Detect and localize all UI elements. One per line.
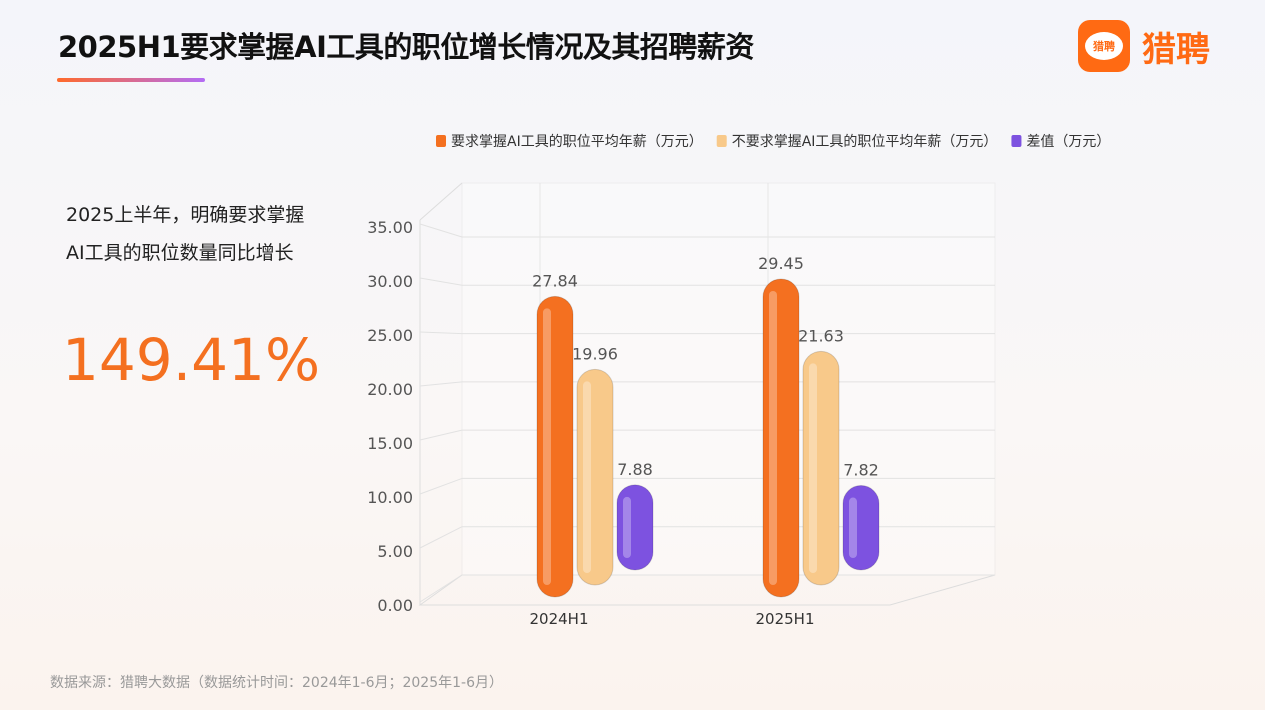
chart-floor [418, 574, 996, 606]
highlight-value: 149.41% [62, 326, 321, 394]
liepin-logo: 猎聘 猎聘 [1078, 20, 1210, 72]
data-label: 7.82 [843, 461, 879, 480]
x-tick-label: 2025H1 [756, 610, 815, 628]
logo-icon-text: 猎聘 [1085, 32, 1123, 60]
legend-swatch [1011, 135, 1022, 147]
y-tick-label: 25.00 [367, 326, 413, 345]
gridline-side [419, 526, 463, 549]
y-tick-label: 10.00 [367, 488, 413, 507]
bar-highlight [543, 308, 551, 585]
bar-highlight [809, 363, 817, 573]
gridline-side [419, 429, 463, 441]
data-label: 27.84 [532, 271, 578, 290]
data-label: 21.63 [798, 326, 844, 345]
y-tick-label: 0.00 [377, 596, 413, 615]
highlight-description: 2025上半年，明确要求掌握AI工具的职位数量同比增长 [66, 204, 305, 264]
y-tick-label: 5.00 [377, 542, 413, 561]
legend-label: 不要求掌握AI工具的职位平均年薪（万元） [732, 134, 998, 150]
logo-bubble-icon: 猎聘 [1078, 20, 1130, 72]
y-tick-label: 35.00 [367, 218, 413, 237]
data-label: 7.88 [617, 460, 653, 479]
bar-2024H1-2 [616, 484, 654, 571]
gridline-side [419, 331, 463, 335]
gridline-side [419, 277, 463, 286]
bar-highlight [623, 496, 631, 558]
bar-highlight [849, 497, 857, 558]
bar-2025H1-2 [842, 485, 880, 571]
data-label: 19.96 [572, 344, 618, 363]
legend-label: 差值（万元） [1026, 134, 1110, 150]
bar-2025H1-1 [802, 350, 840, 586]
bar-2025H1-0 [762, 278, 800, 598]
gridline-side [419, 477, 463, 495]
bar-2024H1-1 [576, 368, 614, 586]
chart-left-wall-top [419, 182, 463, 221]
y-tick-label: 15.00 [367, 434, 413, 453]
x-tick-label: 2024H1 [530, 610, 589, 628]
data-source: 数据来源：猎聘大数据（数据统计时间：2024年1-6月；2025年1-6月） [50, 675, 503, 691]
gridline-side [419, 574, 463, 603]
gridline-side [419, 223, 463, 238]
page-title: 2025H1要求掌握AI工具的职位增长情况及其招聘薪资 [58, 30, 754, 64]
legend-swatch [716, 135, 727, 147]
data-label: 29.45 [758, 254, 804, 273]
bar-highlight [583, 381, 591, 573]
legend-label: 要求掌握AI工具的职位平均年薪（万元） [451, 134, 703, 150]
bar-2024H1-0 [536, 295, 574, 598]
y-tick-label: 30.00 [367, 272, 413, 291]
legend-swatch [436, 135, 446, 147]
logo-text: 猎聘 [1142, 29, 1210, 70]
y-tick-label: 20.00 [367, 380, 413, 399]
gridline-side [419, 381, 463, 387]
title-underline [57, 78, 205, 82]
bar-highlight [769, 290, 777, 585]
